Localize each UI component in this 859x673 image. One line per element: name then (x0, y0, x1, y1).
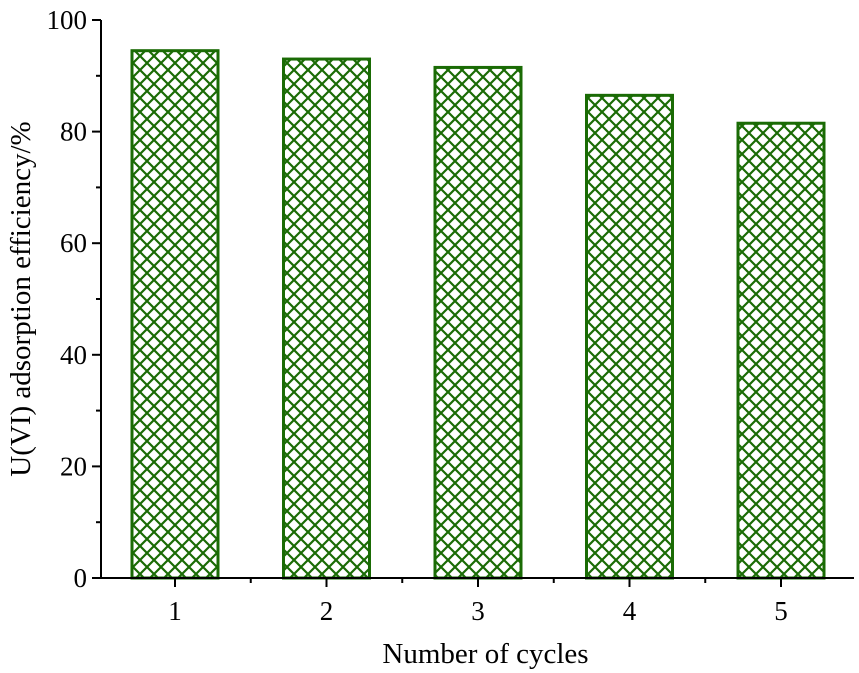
bar-cycle-4 (585, 93, 674, 580)
x-axis-title: Number of cycles (382, 638, 588, 670)
y-tick-label: 40 (60, 340, 87, 370)
x-tick-label: 2 (320, 596, 334, 626)
y-axis-title: U(VI) adsorption efficiency/% (5, 121, 37, 476)
x-tick-label: 3 (471, 596, 485, 626)
x-tick-label: 1 (168, 596, 182, 626)
y-tick-label: 20 (60, 451, 87, 481)
bar-cycle-2 (282, 57, 371, 580)
y-tick-label: 100 (47, 5, 88, 35)
bar-cycle-5 (736, 121, 826, 580)
y-tick-label: 60 (60, 228, 87, 258)
bar-cycle-3 (433, 65, 523, 580)
bar-cycle-1 (130, 49, 220, 580)
bars-group (130, 49, 826, 580)
y-tick-label: 80 (60, 117, 87, 147)
axes-group: 0 20 40 60 80 100 1 2 3 4 5 (47, 5, 854, 626)
x-tick-label: 5 (774, 596, 788, 626)
x-tick-label: 4 (623, 596, 637, 626)
y-tick-label: 0 (74, 563, 88, 593)
